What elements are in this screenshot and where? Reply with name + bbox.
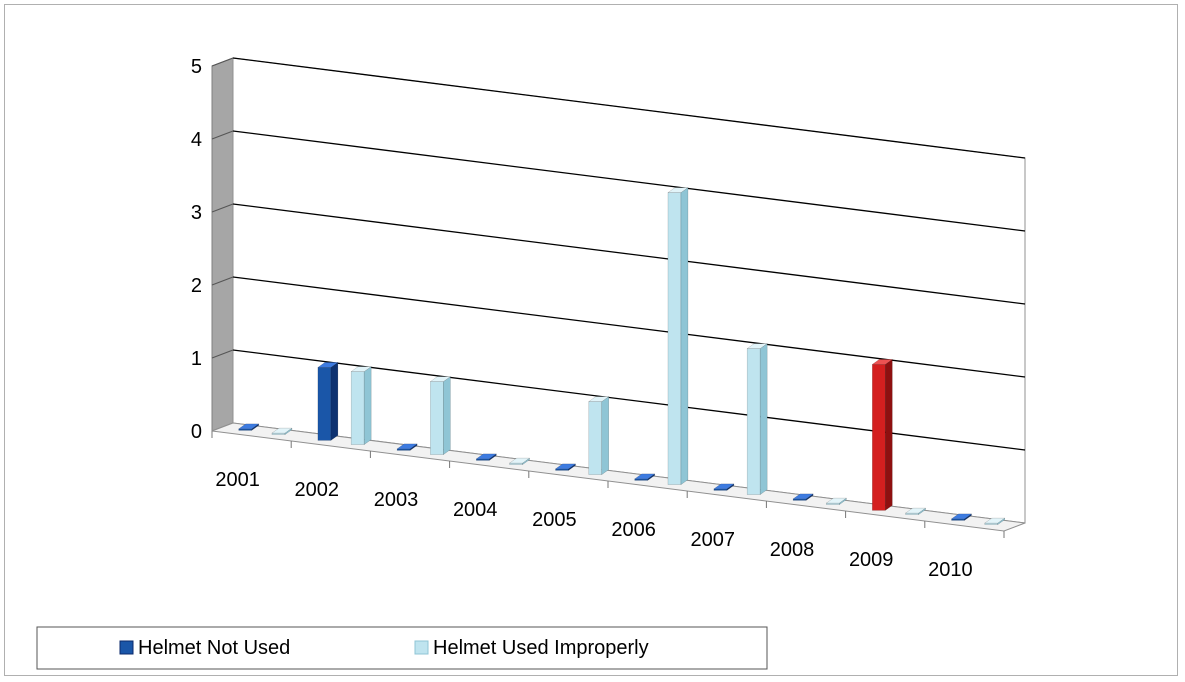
- gridline-side: [211, 130, 234, 140]
- bar-helmet-used-improperly-2003: [429, 376, 452, 456]
- x-tick-label: 2006: [611, 519, 656, 541]
- bar-helmet-not-used-2003: [396, 443, 418, 451]
- y-tick-label: 4: [191, 129, 202, 151]
- side-wall: [211, 57, 234, 432]
- bar-chart: 0 1 2 3 4 5 2001 2002 2003 2004 2005 2006 2007 2008 2…: [36, 56, 1026, 670]
- y-tick-label: 1: [191, 348, 202, 370]
- bar-helmet-used-improperly-2008: [825, 497, 848, 506]
- bar-helmet-not-used-2009: [871, 358, 894, 511]
- gridline: [232, 203, 1026, 305]
- x-tick-label: 2002: [295, 479, 340, 501]
- bar-helmet-not-used-2004: [475, 453, 498, 461]
- bar-helmet-not-used-2001: [237, 423, 260, 431]
- bar-helmet-used-improperly-2009: [904, 507, 927, 516]
- bar-helmet-not-used-2010: [950, 513, 973, 521]
- legend-box: [36, 626, 768, 670]
- gridline-side: [211, 349, 234, 359]
- back-wall: [232, 57, 1026, 524]
- x-tick-label: 2008: [770, 539, 815, 561]
- gridline-side: [211, 203, 234, 213]
- bar-helmet-used-improperly-2002: [350, 366, 372, 446]
- gridline: [232, 276, 1026, 378]
- bar-helmet-not-used-2007: [713, 483, 735, 491]
- bar-helmet-used-improperly-2006: [667, 187, 689, 486]
- x-tick-label: 2010: [928, 559, 973, 581]
- bar-helmet-used-improperly-2004: [508, 457, 531, 466]
- gridline-side: [211, 276, 234, 286]
- bar-helmet-used-improperly-2001: [271, 427, 293, 436]
- x-tick-label: 2003: [374, 489, 419, 511]
- x-tick-label: 2009: [849, 549, 894, 571]
- bar-helmet-not-used-2005: [554, 463, 577, 471]
- legend-label: Helmet Used Improperly: [433, 637, 649, 659]
- x-tick-label: 2001: [215, 469, 260, 491]
- bar-helmet-used-improperly-2010: [983, 517, 1006, 526]
- x-tick-label: 2004: [453, 499, 498, 521]
- bar-helmet-used-improperly-2005: [587, 396, 610, 476]
- gridline: [232, 57, 1026, 159]
- chart-frame: 0 1 2 3 4 5 2001 2002 2003 2004 2005 2006 2007 2008 2…: [4, 4, 1178, 676]
- bar-helmet-not-used-2002: [317, 361, 339, 441]
- bar-helmet-not-used-2008: [792, 493, 814, 501]
- gridline: [232, 130, 1026, 232]
- legend-swatch: [119, 640, 134, 655]
- y-tick-label: 2: [191, 275, 202, 297]
- x-tick-label: 2005: [532, 509, 577, 531]
- legend-swatch: [414, 640, 429, 655]
- bar-helmet-not-used-2006: [633, 473, 656, 481]
- y-tick-label: 0: [191, 421, 202, 443]
- gridline-side: [211, 57, 234, 67]
- floor: [211, 422, 1026, 532]
- y-tick-label: 3: [191, 202, 202, 224]
- y-tick-label: 5: [191, 56, 202, 78]
- legend-label: Helmet Not Used: [138, 637, 290, 659]
- x-tick-label: 2007: [691, 529, 736, 551]
- bar-helmet-used-improperly-2007: [746, 343, 768, 496]
